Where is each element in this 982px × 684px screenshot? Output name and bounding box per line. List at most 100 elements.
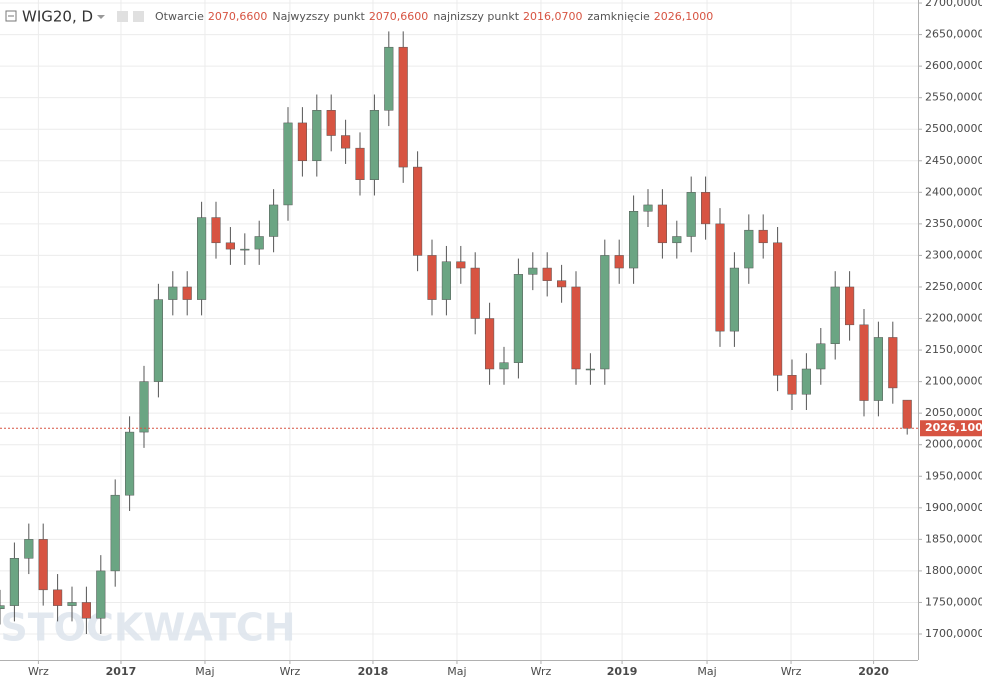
candle-body (153, 299, 163, 382)
y-tick-label: 1700,0000 (925, 627, 982, 640)
settings-icon[interactable] (117, 11, 128, 22)
symbol-title: WIG20, D (22, 8, 93, 26)
ohlc-value: 2016,0700 (523, 10, 583, 23)
candle-body (845, 286, 855, 326)
candle-body (326, 110, 336, 136)
candle-body (240, 248, 250, 251)
candle-body (197, 217, 207, 300)
last-price-tag (920, 420, 982, 437)
legend-header: WIG20, D Otwarcie 2070,6600 Najwyzszy punk… (5, 8, 713, 26)
y-tick-label: 2650,0000 (925, 28, 982, 41)
candle-body (369, 110, 379, 180)
y-tick-label: 2050,0000 (925, 406, 982, 419)
candle-body (24, 539, 34, 559)
watermark: STOCKWATCH (0, 606, 295, 650)
candle-body (729, 267, 739, 332)
ohlc-value: 2070,6600 (369, 10, 429, 23)
candle-body (600, 255, 610, 370)
candle-body (413, 166, 423, 256)
ohlc-values: Otwarcie 2070,6600 Najwyzszy punkt 2070,660… (155, 10, 713, 23)
candle-body (902, 399, 912, 429)
candle-body (830, 286, 840, 345)
x-tick-label: Wrz (280, 665, 301, 678)
candle-body (96, 570, 106, 619)
candle-body (254, 236, 264, 250)
candle-body (110, 494, 120, 572)
candle-body (701, 192, 711, 225)
y-tick-label: 2700,0000 (925, 0, 982, 9)
last-price-label: 2026,1000 (925, 421, 982, 434)
candle-body (341, 135, 351, 149)
candle-body (816, 343, 826, 370)
ohlc-label: najnizszy punkt (433, 10, 519, 23)
x-tick-label: 2018 (358, 665, 389, 678)
y-tick-label: 1850,0000 (925, 532, 982, 545)
candle-body (614, 255, 624, 269)
x-tick-label: Maj (195, 665, 214, 678)
candle-body (125, 431, 135, 496)
ohlc-value: 2070,6600 (208, 10, 268, 23)
x-tick-label: 2017 (106, 665, 137, 678)
candle-body (873, 337, 883, 401)
candle-body (398, 46, 408, 168)
x-tick-label: Maj (447, 665, 466, 678)
collapse-icon[interactable] (5, 10, 17, 22)
ohlc-value: 2026,1000 (654, 10, 714, 23)
y-tick-label: 2400,0000 (925, 185, 982, 198)
candle-body (168, 286, 178, 300)
candle-body (585, 368, 595, 371)
candle-body (384, 46, 394, 111)
y-tick-label: 2500,0000 (925, 122, 982, 135)
x-tick-label: Maj (697, 665, 716, 678)
candle-body (67, 602, 77, 606)
y-tick-label: 2150,0000 (925, 343, 982, 356)
y-tick-label: 2300,0000 (925, 248, 982, 261)
candle-body (182, 286, 192, 300)
candle-body (629, 211, 639, 269)
candle-body (542, 267, 552, 281)
ohlc-label: zamknięcie (588, 10, 650, 23)
candle-body (470, 267, 480, 319)
candle-body (513, 274, 523, 363)
y-tick-label: 1900,0000 (925, 501, 982, 514)
y-tick-label: 1800,0000 (925, 564, 982, 577)
candle-body (859, 324, 869, 401)
x-tick-label: 2019 (607, 665, 638, 678)
candle-body (441, 261, 451, 300)
candle-body (528, 267, 538, 275)
candle-body (211, 217, 221, 244)
candle-body (38, 539, 48, 591)
candle-body (0, 605, 5, 610)
x-tick-label: 2020 (858, 665, 889, 678)
candle-body (81, 602, 91, 619)
candle-body (499, 362, 509, 370)
candle-body (485, 318, 495, 370)
candle-body (686, 192, 696, 237)
y-tick-label: 2250,0000 (925, 280, 982, 293)
candle-body (283, 122, 293, 206)
y-tick-label: 1750,0000 (925, 595, 982, 608)
y-tick-label: 2600,0000 (925, 59, 982, 72)
x-tick-label: Wrz (531, 665, 552, 678)
candle-body (744, 229, 754, 269)
y-tick-label: 2000,0000 (925, 438, 982, 451)
candle-body (355, 147, 365, 180)
candle-body (557, 280, 567, 288)
candle-body (801, 368, 811, 395)
candle-body (139, 381, 149, 433)
candle-body (456, 261, 466, 269)
x-tick-label: Wrz (28, 665, 49, 678)
y-tick-label: 2450,0000 (925, 154, 982, 167)
candle-body (571, 286, 581, 370)
y-tick-label: 2100,0000 (925, 375, 982, 388)
candle-body (269, 204, 279, 237)
candle-body (672, 236, 682, 244)
candle-body (427, 255, 437, 300)
candle-body (758, 229, 768, 244)
format-icon[interactable] (133, 11, 144, 22)
dropdown-arrow[interactable] (97, 15, 105, 19)
candle-body (787, 375, 797, 395)
candle-body (225, 242, 235, 250)
candle-body (53, 589, 63, 606)
